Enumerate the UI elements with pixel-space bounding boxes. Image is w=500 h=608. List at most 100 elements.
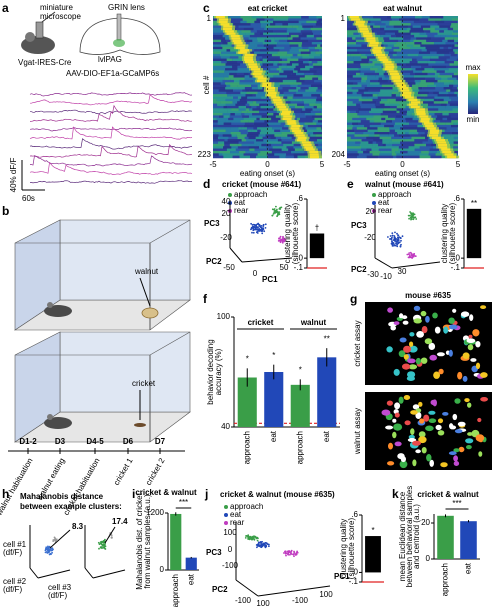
heatmap-cell (313, 72, 320, 76)
legend-label: rear (230, 518, 245, 527)
heatmap-cell (428, 153, 436, 156)
heatmap-cell (395, 117, 406, 121)
heatmap-cell (430, 56, 439, 59)
heatmap-peak (244, 58, 254, 62)
axis-3d (92, 569, 126, 579)
heatmap-cell (272, 146, 287, 149)
heatmap-cell (268, 65, 279, 69)
heatmap-cell (347, 132, 355, 135)
heatmap-cell (230, 94, 246, 97)
heatmap-cell (297, 84, 311, 88)
heatmap-cell (236, 134, 247, 137)
heatmap-cell (298, 44, 302, 48)
heatmap-cell (273, 82, 279, 85)
heatmap-cell (274, 134, 288, 137)
scatter-point (396, 245, 399, 248)
heatmap-cell (315, 113, 322, 116)
heatmap-cell (400, 155, 415, 159)
heatmap-cell (438, 91, 449, 95)
heatmap-cell (233, 79, 240, 83)
heatmap-cell (352, 101, 362, 104)
panel-title: cricket (mouse #641) (222, 180, 301, 189)
day-label: D7 (155, 437, 166, 446)
heatmap-cell (219, 42, 223, 45)
heatmap-cell (414, 77, 425, 81)
heatmap-cell (213, 49, 227, 52)
heatmap-cell (273, 84, 280, 88)
heatmap-cell (274, 39, 279, 43)
heatmap-cell (254, 51, 268, 55)
heatmap-peak (245, 61, 254, 64)
heatmap-cell (418, 70, 423, 74)
scatter-point (255, 224, 258, 226)
heatmap-cell (296, 72, 305, 76)
cell-roi (433, 371, 440, 379)
heatmap-cell (347, 65, 361, 69)
heatmap-cell (432, 89, 447, 93)
heatmap-cell (308, 132, 314, 135)
heatmap-cell (292, 96, 300, 100)
cell-roi (423, 414, 430, 422)
heatmap-cell (456, 42, 458, 45)
heatmap-cell (401, 75, 414, 78)
heatmap-cell (410, 39, 414, 43)
heatmap-cell (347, 120, 358, 123)
axis-label: PC2 (212, 585, 228, 594)
scatter-point (273, 208, 276, 210)
heatmap-cell (451, 124, 456, 128)
scatter-point (250, 227, 253, 230)
heatmap-cell (347, 105, 361, 109)
heatmap-cell (414, 42, 422, 45)
heatmap-cell (238, 87, 245, 90)
illustration-label: Vgat-IRES-Cre (18, 58, 72, 67)
scatter-point (262, 227, 265, 230)
scatter-point (275, 205, 277, 208)
heatmap-peak (437, 141, 447, 145)
heatmap-cell (257, 65, 269, 69)
heatmap-cell (213, 70, 225, 74)
heatmap-cell (281, 136, 292, 140)
heatmap-cell (289, 49, 299, 52)
heatmap-cell (213, 122, 218, 126)
heatmap-cell (305, 89, 317, 93)
heatmap-cell (347, 56, 354, 59)
heatmap-cell (396, 110, 400, 114)
heatmap-cell (213, 42, 220, 45)
heatmap-cell (290, 84, 298, 88)
cell-roi (394, 402, 401, 410)
heatmap-cell (313, 65, 322, 69)
heatmap-peak (290, 127, 300, 130)
axis-label: (df/F) (3, 548, 22, 557)
heatmap-cell (427, 84, 437, 88)
heatmap-cell (256, 30, 265, 33)
heatmap-cell (287, 39, 297, 43)
heatmap-cell (427, 105, 434, 109)
axis-3d (37, 569, 71, 579)
scatter-point (263, 542, 266, 545)
heatmap-peak (388, 70, 398, 74)
heatmap-cell (281, 58, 288, 62)
heatmap-cell (240, 16, 252, 19)
heatmap-peak (297, 136, 307, 140)
heatmap-cell (431, 53, 445, 57)
heatmap-cell (250, 30, 257, 33)
scatter-point (286, 550, 289, 553)
heatmap-peak (431, 136, 441, 140)
heatmap-cell (232, 53, 242, 57)
heatmap-cell (243, 72, 249, 76)
heatmap-cell (216, 117, 229, 121)
heatmap-cell (266, 110, 277, 114)
panel-letter: b (2, 204, 9, 218)
heatmap-cell (291, 18, 305, 22)
scatter-point (256, 546, 258, 549)
heatmap-cell (361, 101, 377, 104)
group-label: walnut (300, 318, 327, 327)
heatmap-cell (293, 143, 302, 147)
heatmap-cell (244, 122, 254, 126)
scatter-point (252, 231, 255, 234)
heatmap-cell (213, 91, 227, 95)
heatmap-cell (347, 30, 361, 33)
heatmap-cell (273, 61, 279, 64)
heatmap-cell (416, 37, 431, 40)
heatmap-cell (286, 63, 292, 66)
